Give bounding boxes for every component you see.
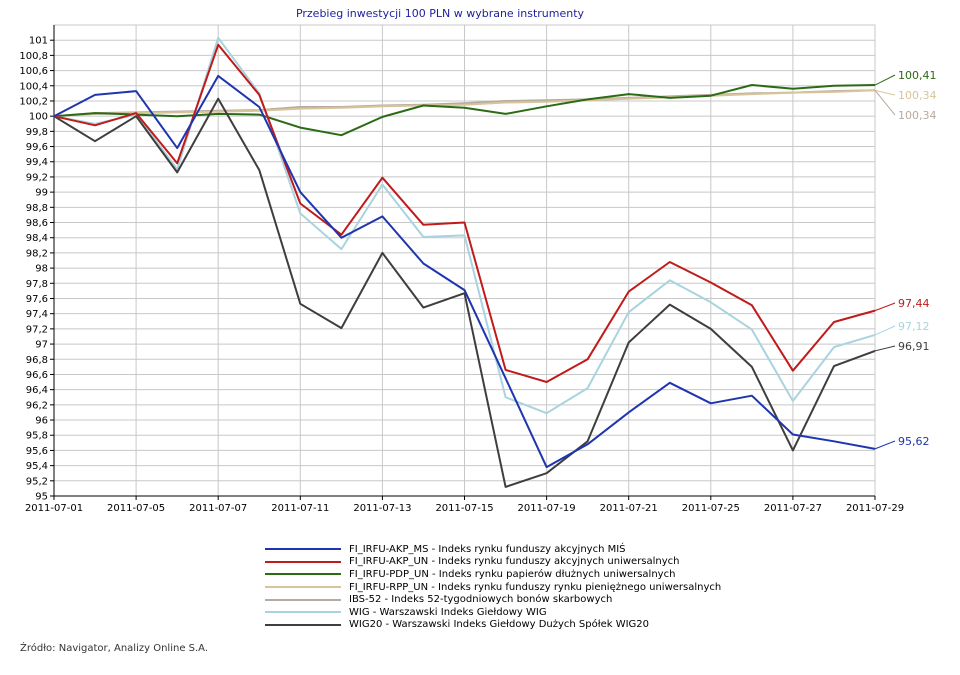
y-tick-label: 100 [29,112,48,123]
series-end-label: 96,91 [898,340,930,353]
x-tick-label: 2011-07-11 [271,503,329,514]
y-tick-label: 101 [29,36,48,47]
y-tick-label: 95,6 [26,446,48,457]
y-tick-label: 96,6 [26,370,48,381]
x-tick-label: 2011-07-27 [764,503,822,514]
legend-item: FI_IRFU-RPP_UN - Indeks rynku funduszy r… [265,581,721,594]
y-tick-label: 100,8 [19,51,48,62]
y-tick-label: 97,6 [26,294,48,305]
series-lines [53,36,876,488]
x-tick-label: 2011-07-07 [189,503,247,514]
legend-item: IBS-52 - Indeks 52-tygodniowych bonów sk… [265,593,721,606]
series-line [53,84,876,137]
series-line [53,97,876,488]
series-end-label: 97,12 [898,320,930,333]
y-tick-label: 96,4 [26,385,48,396]
series-line [53,74,876,469]
y-tick-label: 98,8 [26,203,48,214]
y-tick-label: 98,6 [26,218,48,229]
series-line [53,89,876,118]
legend-label: FI_IRFU-AKP_UN - Indeks rynku funduszy a… [349,556,680,568]
legend-swatch [265,560,341,563]
y-tick-label: 96,2 [26,400,48,411]
y-tick-label: 98,4 [26,233,48,244]
y-tick-label: 100,2 [19,96,48,107]
series-end-label: 97,44 [898,297,930,310]
y-tick-label: 97,2 [26,324,48,335]
y-tick-label: 100,4 [19,81,48,92]
end-label-connector [874,302,896,312]
legend-item: FI_IRFU-PDP_UN - Indeks rynku papierów d… [265,568,721,581]
legend-label: WIG20 - Warszawski Indeks Giełdowy Dużyc… [349,619,650,631]
y-tick-label: 95,8 [26,431,48,442]
chart-title: Przebieg inwestycji 100 PLN w wybrane in… [296,7,585,20]
x-axis-ticks: 2011-07-01 2011-07-05 2011-07-07 2011-07-11… [25,495,904,514]
legend-swatch [265,586,341,589]
end-label-connector [874,325,896,336]
x-tick-label: 2011-07-25 [682,503,740,514]
series-end-label: 95,62 [898,435,930,448]
y-tick-label: 95 [35,492,48,503]
x-tick-label: 2011-07-19 [518,503,576,514]
y-tick-label: 95,2 [26,476,48,487]
legend-label: WIG - Warszawski Indeks Giełdowy WIG [349,606,547,618]
legend-swatch [265,598,341,601]
legend-item: FI_IRFU-AKP_UN - Indeks rynku funduszy a… [265,556,721,569]
y-tick-label: 100,6 [19,66,48,77]
chart-grid [53,24,876,497]
y-tick-label: 99,6 [26,142,48,153]
y-tick-label: 99,2 [26,172,48,183]
legend-item: WIG - Warszawski Indeks Giełdowy WIG [265,606,721,619]
x-tick-label: 2011-07-15 [435,503,493,514]
series-end-label: 100,34 [898,89,937,102]
x-tick-label: 2011-07-01 [25,503,83,514]
x-tick-label: 2011-07-13 [353,503,411,514]
line-chart: Przebieg inwestycji 100 PLN w wybrane in… [19,7,937,514]
legend-swatch [265,573,341,576]
end-label-connector [874,89,896,96]
end-label-connector [874,440,896,450]
x-tick-label: 2011-07-21 [600,503,658,514]
series-end-labels: 95,62 97,44 100,41 100,34 100,34 97,12 96,91 [874,69,937,450]
legend-label: FI_IRFU-RPP_UN - Indeks rynku funduszy r… [349,581,722,593]
y-tick-label: 97,4 [26,309,48,320]
end-label-connector [874,90,896,116]
legend-swatch [265,623,341,626]
series-end-label: 100,41 [898,69,937,82]
end-label-connector [874,345,896,352]
legend-swatch [265,611,341,614]
legend-label: FI_IRFU-AKP_MS - Indeks rynku funduszy a… [349,543,626,555]
series-end-label: 100,34 [898,109,937,122]
legend-label: FI_IRFU-PDP_UN - Indeks rynku papierów d… [349,568,676,580]
x-tick-label: 2011-07-29 [846,503,904,514]
legend-label: IBS-52 - Indeks 52-tygodniowych bonów sk… [349,594,613,606]
legend-item: FI_IRFU-AKP_MS - Indeks rynku funduszy a… [265,543,721,556]
y-tick-label: 98,2 [26,248,48,259]
x-tick-label: 2011-07-05 [107,503,165,514]
y-tick-label: 97 [35,340,48,351]
y-axis-ticks: 95 95,2 95,4 95,6 95,8 96 96,2 96,4 96,6 96,8 97 97… [19,25,55,503]
end-label-connector [874,74,896,86]
source-note: Źródło: Navigator, Analizy Online S.A. [20,643,209,654]
chart-legend: FI_IRFU-AKP_MS - Indeks rynku funduszy a… [265,543,721,631]
legend-swatch [265,548,341,551]
y-tick-label: 99 [35,188,48,199]
y-tick-label: 99,4 [26,157,48,168]
y-tick-label: 99,8 [26,127,48,138]
legend-item: WIG20 - Warszawski Indeks Giełdowy Dużyc… [265,619,721,632]
y-tick-label: 96 [35,416,48,427]
y-tick-label: 97,8 [26,279,48,290]
y-tick-label: 98 [35,264,48,275]
y-tick-label: 95,4 [26,461,48,472]
y-tick-label: 96,8 [26,355,48,366]
